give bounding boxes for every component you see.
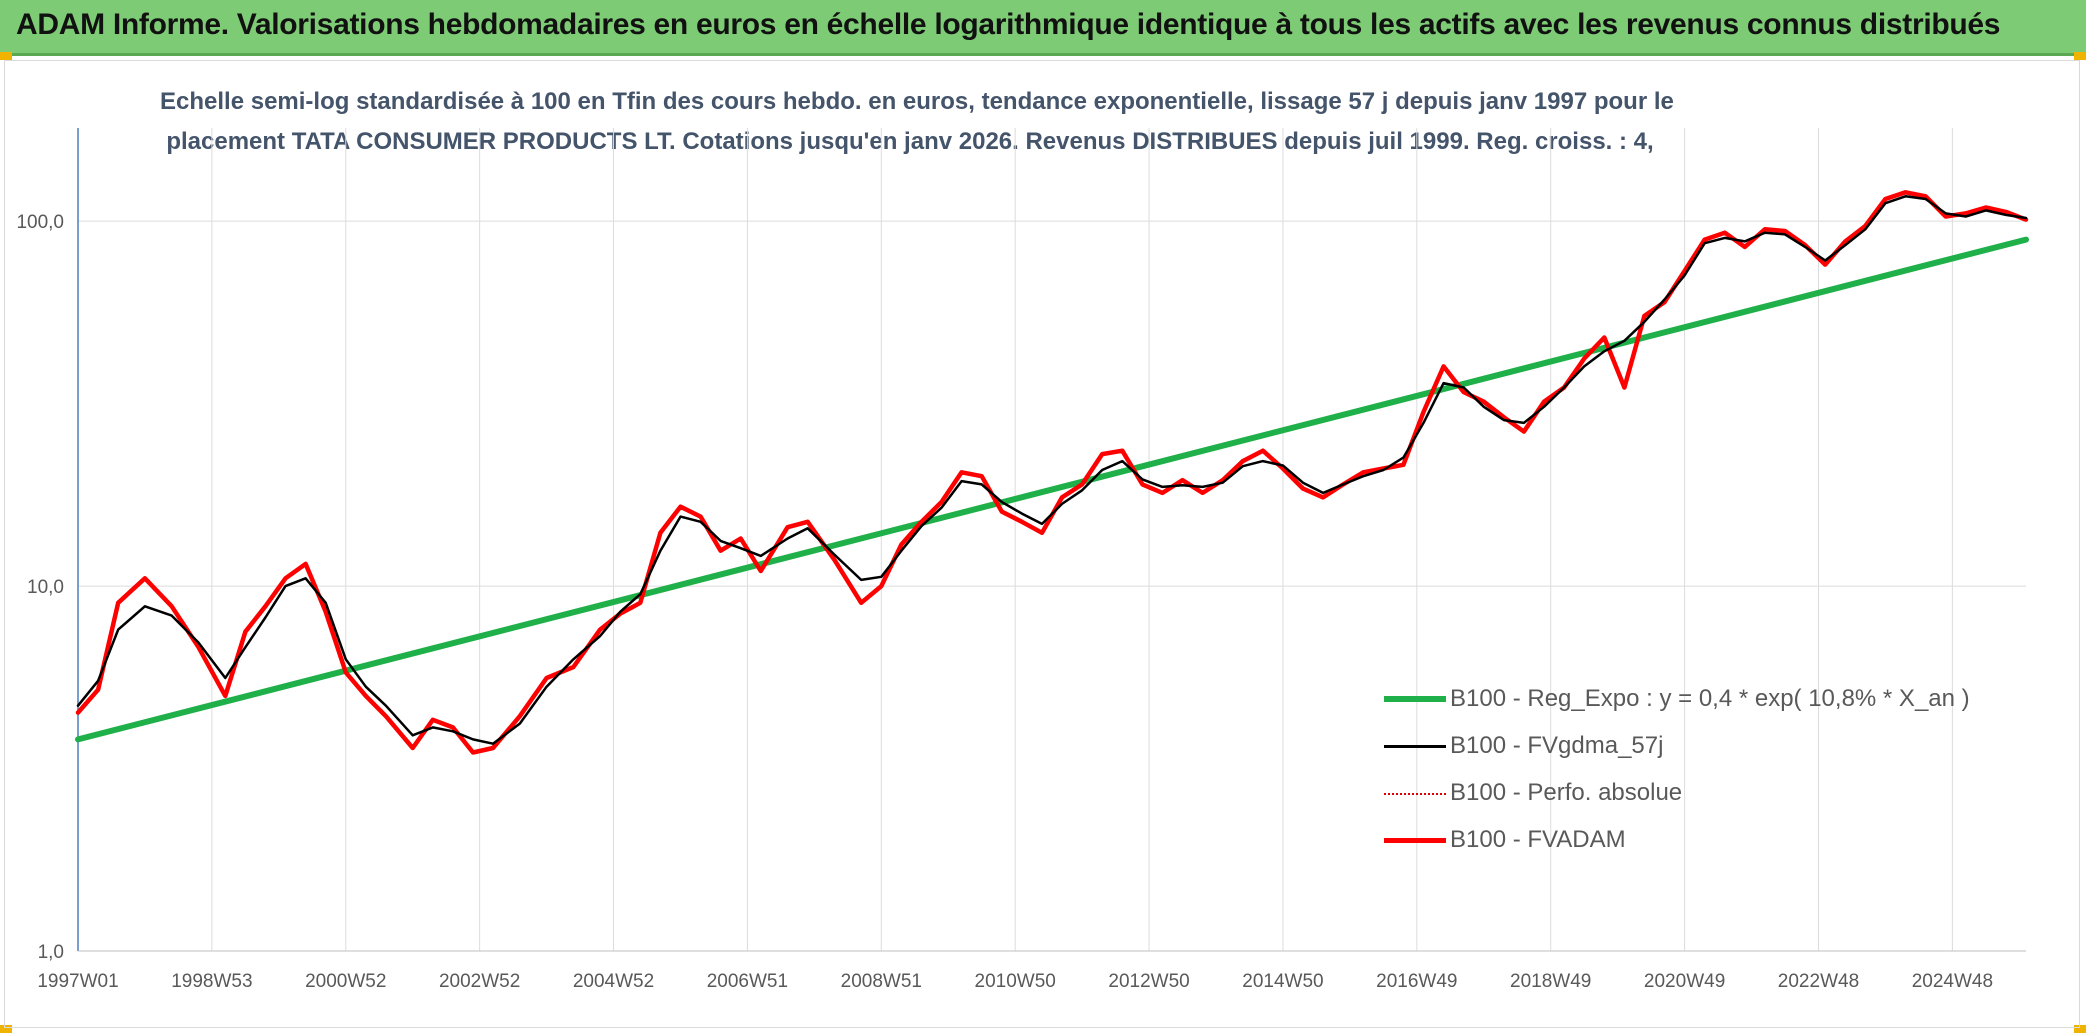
x-tick-label: 2020W49 (1644, 971, 1725, 992)
legend-label-reg-expo: B100 - Reg_Expo : y = 0,4 * exp( 10,8% *… (1450, 685, 1970, 712)
x-tick-label: 2016W49 (1376, 971, 1457, 992)
y-tick-label: 10,0 (27, 577, 64, 598)
x-tick-label: 2006W51 (707, 971, 788, 992)
x-tick-label: 1998W53 (171, 971, 252, 992)
series-line-reg-expo (75, 236, 2029, 743)
corner-marker-bottom-right (2074, 1025, 2086, 1033)
legend-label-perfo-absolue: B100 - Perfo. absolue (1450, 779, 1683, 806)
corner-marker-top-left (0, 52, 12, 60)
x-tick-label: 2004W52 (573, 971, 654, 992)
corner-marker-bottom-left (0, 1025, 12, 1033)
x-tick-label: 1997W01 (37, 971, 118, 992)
legend-swatch-fvgdma (1384, 745, 1446, 748)
legend-swatch-reg-expo (1384, 696, 1446, 702)
chart-frame (4, 60, 2080, 1028)
y-tick-label: 1,0 (38, 942, 64, 963)
y-tick-label: 100,0 (16, 212, 64, 233)
chart-subtitle-line-1: Echelle semi-log standardisée à 100 en T… (160, 88, 1674, 115)
legend-swatch-fvadam (1384, 838, 1446, 843)
x-tick-label: 2000W52 (305, 971, 386, 992)
page-title: ADAM Informe. Valorisations hebdomadaire… (16, 8, 2001, 41)
x-tick-label: 2002W52 (439, 971, 520, 992)
legend-label-fvadam: B100 - FVADAM (1450, 826, 1626, 853)
x-tick-label: 2008W51 (841, 971, 922, 992)
x-tick-label: 2012W50 (1108, 971, 1189, 992)
title-banner: ADAM Informe. Valorisations hebdomadaire… (0, 0, 2086, 56)
x-tick-label: 2014W50 (1242, 971, 1323, 992)
x-tick-label: 2024W48 (1912, 971, 1993, 992)
series-line-fvgdma (76, 195, 2028, 745)
legend-label-fvgdma: B100 - FVgdma_57j (1450, 732, 1664, 759)
corner-marker-top-right (2074, 52, 2086, 60)
chart-subtitle-line-2: placement TATA CONSUMER PRODUCTS LT. Cot… (166, 128, 1654, 155)
x-tick-label: 2010W50 (975, 971, 1056, 992)
series-line-fvadam (75, 190, 2029, 755)
x-tick-label: 2018W49 (1510, 971, 1591, 992)
legend-swatch-perfo-absolue (1384, 793, 1446, 795)
x-tick-label: 2022W48 (1778, 971, 1859, 992)
